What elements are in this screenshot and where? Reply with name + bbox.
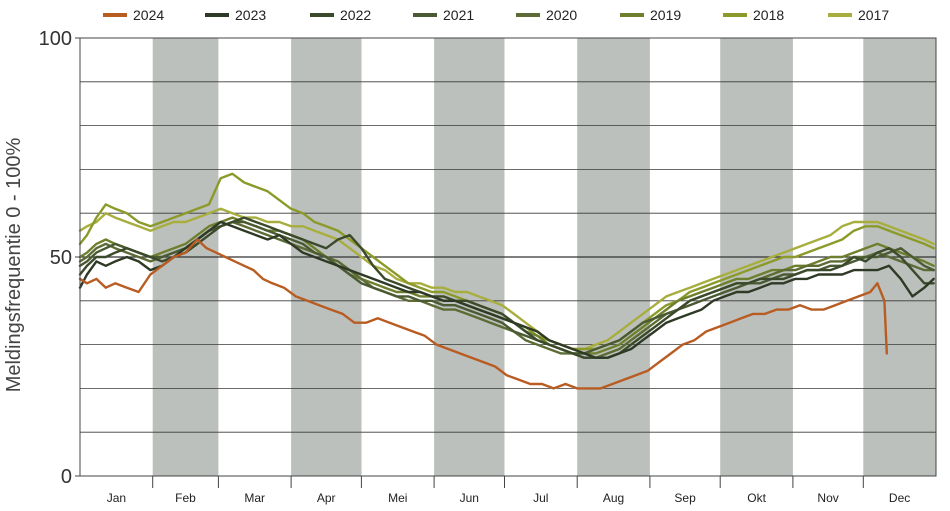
x-tick-label-mar: Mar (244, 491, 265, 505)
x-tick-label-jun: Jun (460, 491, 479, 505)
legend-label-2022: 2022 (340, 7, 371, 23)
x-tick-label-jul: Jul (533, 491, 548, 505)
x-tick-label-dec: Dec (889, 491, 910, 505)
series-line-2023 (78, 220, 935, 359)
series-line-2022 (78, 216, 935, 359)
legend-item-2018[interactable]: 2018 (723, 7, 784, 23)
series-line-2017 (78, 207, 935, 351)
legend-item-2017[interactable]: 2017 (828, 7, 889, 23)
x-tick-label-okt: Okt (747, 491, 766, 505)
x-tick-label-feb: Feb (175, 491, 196, 505)
legend-label-2021: 2021 (443, 7, 474, 23)
x-tick-label-jan: Jan (107, 491, 126, 505)
y-tick-label-0: 0 (61, 466, 72, 488)
x-tick-label-aug: Aug (603, 491, 624, 505)
x-tick-label-nov: Nov (817, 491, 838, 505)
series-lines (78, 172, 935, 390)
legend-label-2023: 2023 (235, 7, 266, 23)
y-tick-label-50: 50 (50, 247, 72, 269)
legend-item-2019[interactable]: 2019 (620, 7, 681, 23)
legend-label-2020: 2020 (546, 7, 577, 23)
legend-item-2022[interactable]: 2022 (310, 7, 371, 23)
legend-label-2018: 2018 (753, 7, 784, 23)
series-line-2024 (78, 238, 888, 390)
y-axis-ticks: 0 50 100 (39, 28, 80, 488)
y-tick-label-100: 100 (39, 28, 72, 50)
legend-item-2021[interactable]: 2021 (413, 7, 474, 23)
x-axis-ticks: Jan Feb Mar Apr Mei Jun Jul Aug Sep Okt Nov Dec (107, 476, 910, 505)
legend-item-2020[interactable]: 2020 (516, 7, 577, 23)
y-axis-label: Meldingsfrequentie 0 - 100% (3, 137, 25, 392)
legend[interactable]: 2024 2023 2022 2021 2020 2019 2018 2017 (103, 7, 889, 23)
legend-label-2019: 2019 (650, 7, 681, 23)
legend-label-2024: 2024 (133, 7, 164, 23)
x-tick-label-apr: Apr (317, 491, 336, 505)
legend-item-2024[interactable]: 2024 (103, 7, 164, 23)
legend-label-2017: 2017 (858, 7, 889, 23)
x-tick-label-sep: Sep (674, 491, 696, 505)
legend-item-2023[interactable]: 2023 (205, 7, 266, 23)
x-tick-label-mei: Mei (388, 491, 407, 505)
